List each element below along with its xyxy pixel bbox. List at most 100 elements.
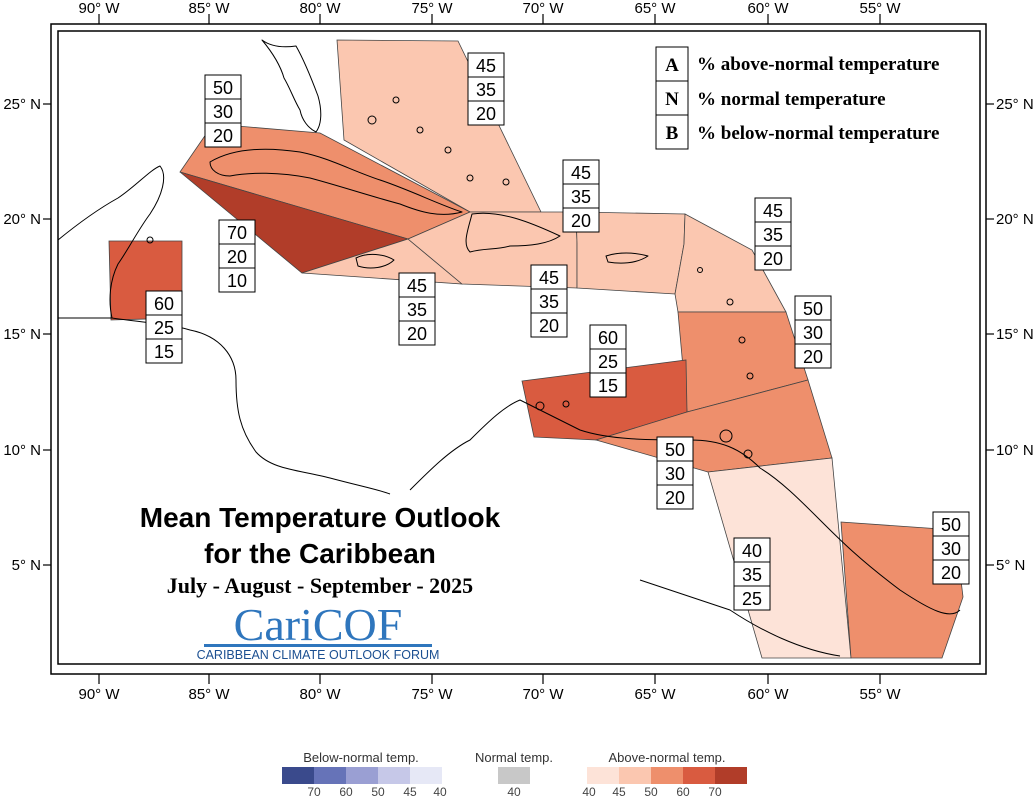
prob-box-puerto-rico: 45 35 20 [562,159,600,233]
prob-box-bahamas: 45 35 20 [467,52,505,126]
scale-tick-value: 60 [676,785,690,796]
prob-box-leeward: 45 35 20 [754,197,792,271]
scale-swatch-below [314,767,346,784]
bahamas-island [392,96,400,104]
prob-below: 20 [941,563,961,583]
prob-box-cayman: 70 20 10 [218,219,256,293]
lon-label: 80° W [299,0,341,17]
prob-normal: 20 [227,247,247,267]
prob-box-frame [562,159,600,233]
scale-swatch-above [619,767,651,784]
lon-label: 70° W [522,686,564,703]
prob-box-guyana: 40 35 25 [733,537,771,611]
scale-tick-value: 70 [708,785,722,796]
map-period: July - August - September - 2025 [167,573,473,598]
scale-tick-value: 70 [307,785,321,796]
prob-box-frame [218,219,256,293]
color-scale: Below-normal temp. Normal temp. Above-no… [282,750,747,799]
prob-box-trinidad: 50 30 20 [656,436,694,510]
lon-label: 85° W [188,0,230,17]
prob-normal: 30 [941,539,961,559]
scale-swatch-above [683,767,715,784]
prob-below: 20 [763,249,783,269]
prob-normal: 25 [598,352,618,372]
bahamas-island [367,115,377,125]
prob-normal: 35 [571,187,591,207]
logo-wordmark: CariCOF [234,599,403,650]
logo-rule [204,644,432,647]
lat-label: 15° N [996,326,1034,343]
prob-normal: 35 [476,80,496,100]
probability-key: A % above-normal temperature N % normal … [655,46,939,150]
prob-normal: 35 [742,565,762,585]
prob-below: 15 [598,376,618,396]
prob-above: 45 [539,268,559,288]
scale-tick-value: 40 [582,785,596,796]
key-letter-box [655,46,689,82]
turks-caicos-island [466,174,474,182]
key-row-below: B % below-normal temperature [655,114,939,150]
longitude-labels-bottom: 90° W 85° W 80° W 75° W 70° W 65° W 60° … [78,686,901,703]
central-america-coast [111,317,391,495]
key-letter-box [655,114,689,150]
scale-tick-value: 60 [339,785,353,796]
key-row-normal: N % normal temperature [655,80,886,116]
prob-normal: 30 [803,323,823,343]
prob-box-abc-islands: 60 25 15 [589,324,627,398]
lon-label: 65° W [634,686,676,703]
abc-island [562,400,570,408]
windward-island [746,372,754,380]
lon-label: 70° W [522,0,564,17]
cuba-coast [209,148,463,215]
tobago-island [743,449,753,459]
abc-island [535,401,545,411]
scale-tick-value: 40 [507,785,521,796]
prob-box-frame [932,511,970,585]
prob-box-suriname-guiana: 50 30 20 [932,511,970,585]
key-letter: N [665,89,679,110]
scale-tick-value: 45 [403,785,417,796]
hispaniola-coast [465,212,561,253]
caricof-logo: CariCOF CARIBBEAN CLIMATE OUTLOOK FORUM [197,599,440,662]
prob-box-frame [656,436,694,510]
prob-box-frame [589,324,627,398]
scale-label-normal: Normal temp. [475,750,553,765]
prob-below: 20 [803,347,823,367]
title-block: Mean Temperature Outlook for the Caribbe… [140,502,501,598]
axis-ticks [43,14,994,684]
leeward-island [697,267,703,273]
scale-swatch-above [651,767,683,784]
lat-label: 15° N [3,326,41,343]
lat-label: 10° N [996,442,1034,459]
lon-label: 75° W [411,0,453,17]
cozumel-island [146,236,154,244]
lat-label: 25° N [3,96,41,113]
prob-below: 10 [227,271,247,291]
lon-label: 65° W [634,0,676,17]
prob-below: 20 [407,324,427,344]
prob-above: 45 [571,163,591,183]
prob-above: 50 [213,78,233,98]
prob-below: 25 [742,589,762,609]
prob-below: 20 [665,488,685,508]
prob-box-frame [733,537,771,611]
southern-coast [639,579,841,657]
prob-above: 50 [665,440,685,460]
florida-coast [261,39,322,133]
prob-box-frame [204,74,242,148]
map-title-line1: Mean Temperature Outlook [140,502,501,533]
prob-below: 20 [539,316,559,336]
lon-label: 90° W [78,0,120,17]
trinidad-island [719,429,733,443]
scale-tick-value: 50 [371,785,385,796]
prob-box-frame [467,52,505,126]
prob-above: 40 [742,541,762,561]
probability-boxes: 45 35 20 50 30 20 70 20 10 60 25 15 [145,52,970,611]
prob-below: 20 [476,104,496,124]
scale-label-below: Below-normal temp. [303,750,419,765]
leeward-island [726,298,734,306]
prob-box-belize: 60 25 15 [145,290,183,364]
key-text: % normal temperature [697,89,886,110]
bahamas-island [416,126,424,134]
